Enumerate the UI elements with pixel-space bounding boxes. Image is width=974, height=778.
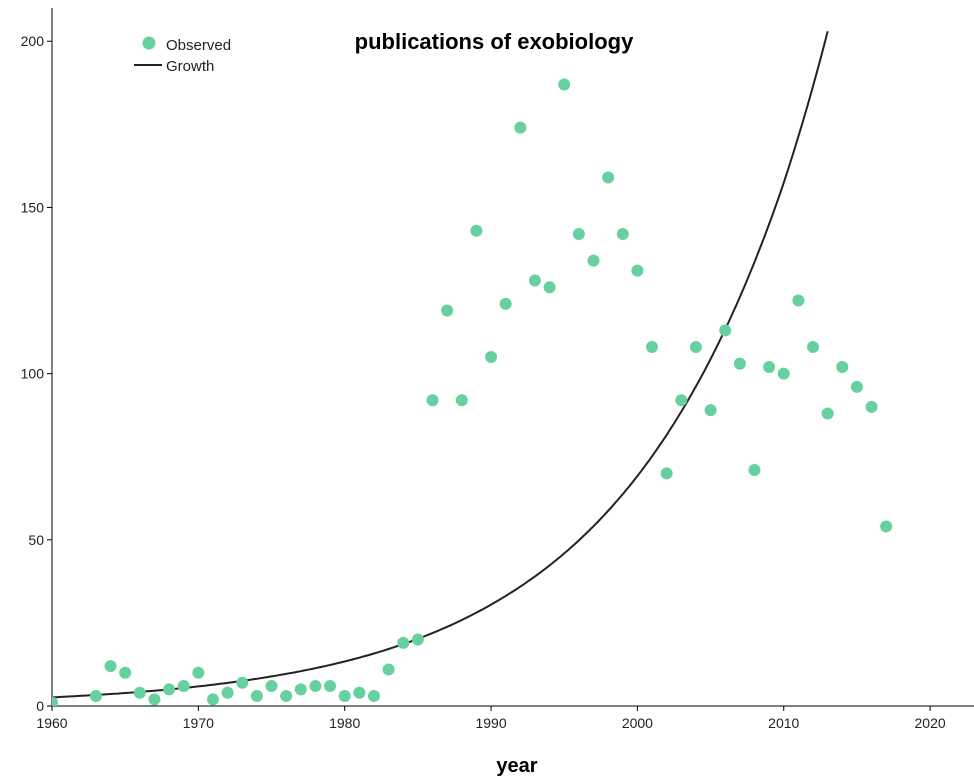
observed-point [250, 690, 263, 703]
observed-point [748, 464, 761, 477]
x-tick-label: 1960 [36, 715, 67, 731]
y-tick-label: 150 [21, 199, 45, 215]
observed-point [294, 683, 307, 696]
observed-point [280, 690, 293, 703]
observed-point [558, 78, 571, 91]
observed-point [616, 228, 629, 241]
observed-point [338, 690, 351, 703]
observed-point [836, 360, 849, 373]
legend-observed-label: Observed [166, 37, 231, 54]
observed-point [689, 341, 702, 354]
observed-point [880, 520, 893, 533]
observed-point [821, 407, 834, 420]
observed-point [777, 367, 790, 380]
x-tick-label: 2020 [915, 715, 946, 731]
observed-point [485, 351, 498, 363]
observed-point [602, 171, 615, 184]
legend-observed-marker [142, 36, 156, 50]
chart-title: publications of exobiology [355, 29, 634, 54]
observed-point [52, 696, 58, 706]
observed-point [206, 693, 219, 706]
x-tick-label: 1980 [329, 715, 360, 731]
axes [51, 8, 974, 707]
observed-point [514, 121, 527, 134]
observed-point [353, 686, 366, 699]
observed-point [733, 357, 746, 370]
observed-point [148, 693, 161, 706]
observed-point [631, 264, 644, 277]
x-tick-label: 2000 [622, 715, 653, 731]
observed-point [89, 690, 102, 703]
x-tick-label: 2010 [768, 715, 799, 731]
observed-point [367, 690, 380, 703]
observed-point [660, 467, 673, 480]
observed-point [441, 304, 454, 317]
legend-growth-label: Growth [166, 58, 214, 75]
observed-point [104, 660, 117, 673]
x-axis-title: year [496, 755, 537, 777]
observed-point [397, 636, 410, 649]
observed-point [236, 676, 249, 689]
x-ticks: 1960 1970 1980 1990 2000 2010 2020 [36, 706, 946, 731]
observed-point [528, 274, 541, 287]
observed-point [792, 294, 805, 307]
observed-point [177, 680, 190, 693]
observed-point [572, 228, 585, 241]
observed-point [807, 341, 820, 354]
observed-point [265, 680, 278, 693]
observed-point [499, 297, 512, 310]
observed-point [426, 394, 439, 407]
y-tick-label: 0 [36, 698, 44, 714]
y-tick-label: 100 [21, 366, 45, 382]
observed-points [52, 78, 893, 706]
observed-point [470, 224, 483, 237]
observed-point [763, 360, 776, 373]
growth-line [52, 31, 829, 699]
observed-point [865, 400, 878, 413]
observed-point [133, 686, 146, 699]
observed-point [675, 394, 688, 407]
observed-point [163, 683, 176, 696]
observed-point [309, 680, 322, 693]
y-ticks: 0 50 100 150 200 [21, 33, 52, 714]
observed-point [543, 281, 556, 294]
observed-point [455, 394, 468, 407]
observed-point [411, 633, 424, 646]
plot-area [52, 31, 893, 706]
observed-point [192, 666, 205, 679]
observed-point [704, 404, 717, 417]
y-tick-label: 200 [21, 33, 45, 49]
x-tick-label: 1990 [475, 715, 506, 731]
y-tick-label: 50 [28, 532, 44, 548]
observed-point [324, 680, 337, 693]
observed-point [587, 254, 600, 267]
observed-point [850, 380, 863, 393]
observed-point [719, 324, 732, 337]
observed-point [119, 666, 132, 679]
observed-point [382, 663, 395, 676]
x-tick-label: 1970 [183, 715, 214, 731]
observed-point [646, 341, 659, 354]
observed-point [221, 686, 234, 699]
legend: Observed Growth [134, 36, 231, 75]
